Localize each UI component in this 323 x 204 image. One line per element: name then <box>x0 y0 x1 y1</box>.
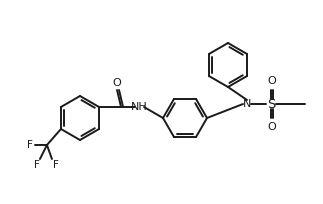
Text: O: O <box>113 78 121 88</box>
Text: N: N <box>243 99 251 109</box>
Text: F: F <box>34 160 40 170</box>
Text: O: O <box>268 122 276 132</box>
Text: F: F <box>27 140 33 150</box>
Text: NH: NH <box>131 102 147 112</box>
Text: O: O <box>268 76 276 86</box>
Text: F: F <box>53 160 59 170</box>
Text: S: S <box>267 98 275 111</box>
